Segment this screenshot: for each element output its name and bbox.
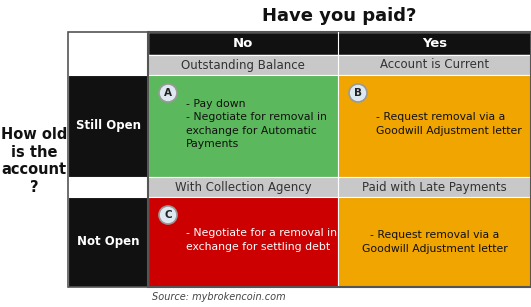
Text: Have you paid?: Have you paid? — [262, 7, 417, 25]
Bar — [338, 177, 531, 197]
Text: Yes: Yes — [422, 37, 447, 50]
Text: - Negotiate for a removal in
exchange for settling debt: - Negotiate for a removal in exchange fo… — [186, 228, 337, 252]
Bar — [68, 32, 148, 287]
Text: Still Open: Still Open — [75, 119, 141, 133]
Bar — [68, 75, 148, 177]
Bar — [148, 32, 531, 55]
Text: - Pay down
- Negotiate for removal in
exchange for Automatic
Payments: - Pay down - Negotiate for removal in ex… — [186, 99, 327, 149]
Bar — [148, 177, 338, 197]
Bar — [148, 55, 338, 75]
Text: How old
is the
account
?: How old is the account ? — [1, 127, 67, 195]
Text: Not Open: Not Open — [77, 235, 139, 248]
Text: B: B — [354, 88, 362, 98]
Text: A: A — [164, 88, 172, 98]
Circle shape — [349, 84, 367, 102]
Text: With Collection Agency: With Collection Agency — [175, 181, 311, 193]
Bar — [148, 32, 531, 287]
Bar — [338, 55, 531, 75]
Text: - Request removal via a
Goodwill Adjustment letter: - Request removal via a Goodwill Adjustm… — [362, 230, 508, 254]
Text: Source: mybrokencoin.com: Source: mybrokencoin.com — [152, 292, 286, 302]
Text: No: No — [233, 37, 253, 50]
Text: Paid with Late Payments: Paid with Late Payments — [362, 181, 507, 193]
Circle shape — [159, 206, 177, 224]
Text: Account is Current: Account is Current — [380, 59, 489, 72]
Circle shape — [159, 84, 177, 102]
Bar — [338, 197, 531, 287]
Bar — [148, 197, 338, 287]
Bar — [338, 75, 531, 177]
Text: - Request removal via a
Goodwill Adjustment letter: - Request removal via a Goodwill Adjustm… — [376, 112, 522, 136]
Bar — [68, 197, 148, 287]
Text: Outstanding Balance: Outstanding Balance — [181, 59, 305, 72]
Bar — [148, 75, 338, 177]
Text: C: C — [164, 210, 172, 220]
